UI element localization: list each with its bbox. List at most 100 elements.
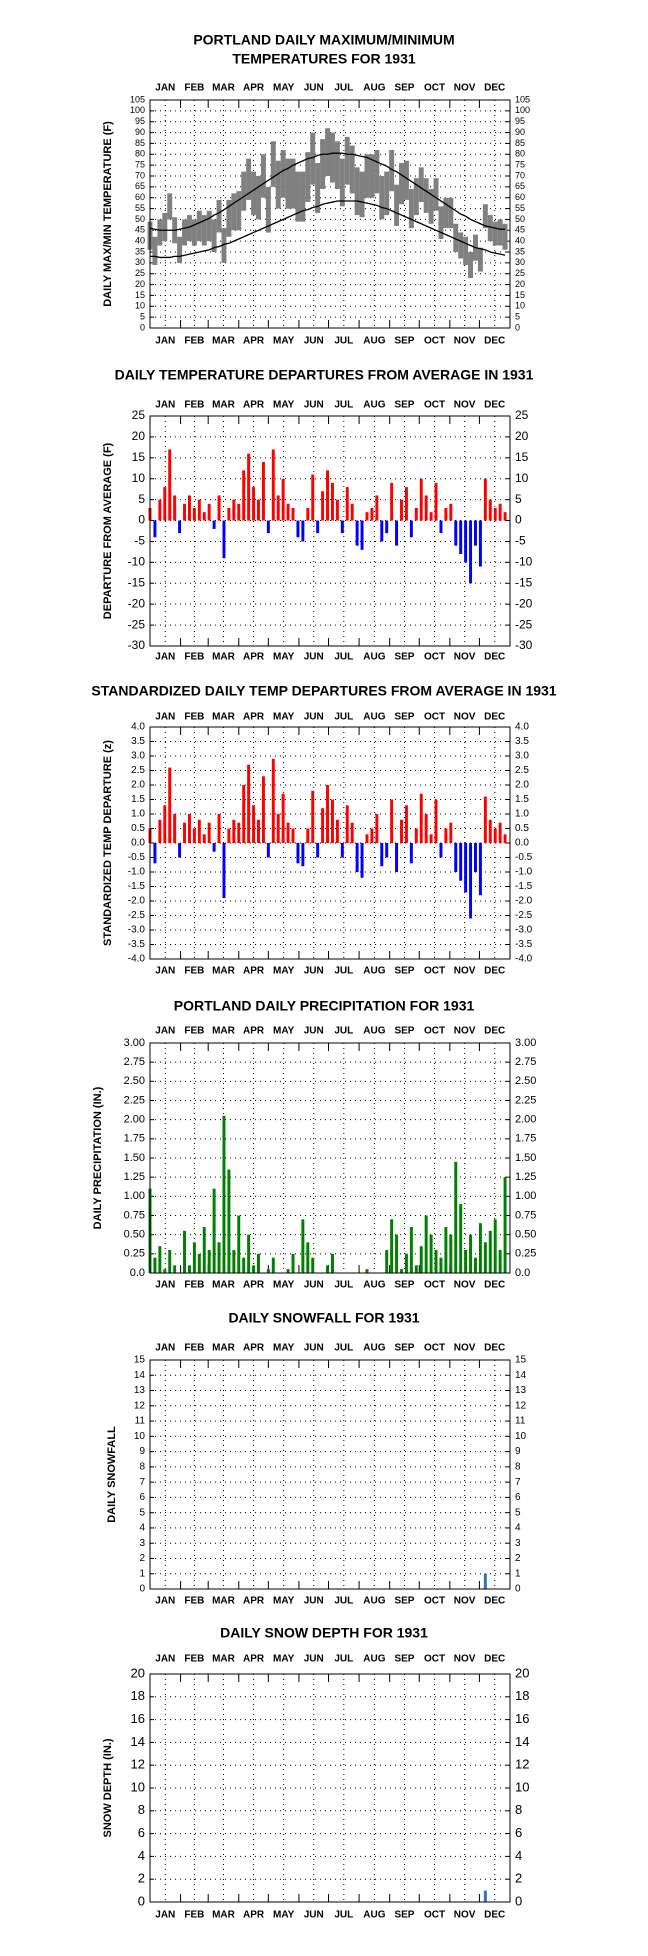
month-label: MAR — [212, 1280, 236, 1291]
bar — [192, 508, 196, 521]
bar — [434, 1250, 438, 1273]
bar — [187, 814, 191, 843]
y-tick-label: 0.75 — [124, 1209, 145, 1221]
bar — [449, 1234, 453, 1273]
bar — [350, 503, 354, 521]
bar — [400, 499, 403, 521]
bar — [454, 520, 458, 546]
month-label: JAN — [155, 1280, 175, 1291]
bar — [483, 478, 487, 521]
bar — [459, 520, 463, 554]
month-label: NOV — [454, 1654, 476, 1665]
y-tick-label-right: 6 — [515, 1825, 522, 1840]
y-tick-label: 4 — [139, 1523, 145, 1534]
y-tick-label-right: 10 — [515, 301, 525, 311]
y-tick-label-right: 1.50 — [515, 1152, 536, 1164]
bar — [424, 814, 428, 843]
month-label: JUL — [334, 652, 353, 663]
month-label: JUN — [304, 1654, 324, 1665]
month-label: JAN — [155, 400, 175, 411]
bar — [212, 1188, 216, 1273]
y-tick-label-right: 2.50 — [515, 1075, 536, 1087]
month-label: JAN — [155, 1596, 175, 1607]
y-tick-label: 90 — [135, 127, 145, 137]
y-tick-label: 0 — [140, 322, 145, 332]
y-tick-label: 2.5 — [131, 765, 145, 776]
y-tick-label: 11 — [135, 1416, 146, 1427]
bar — [237, 1215, 241, 1273]
bar — [503, 512, 507, 521]
bar — [158, 499, 162, 521]
bar — [252, 487, 256, 521]
bar — [488, 819, 492, 843]
y-tick-label-right: -3.0 — [515, 925, 533, 936]
bar — [365, 512, 369, 521]
month-label: MAR — [212, 1026, 236, 1037]
bar — [390, 1219, 394, 1273]
y-tick-label-right: 4 — [515, 1848, 522, 1863]
bar — [488, 499, 492, 521]
bar — [266, 843, 270, 858]
bar — [404, 805, 408, 843]
chart-title: STANDARDIZED DAILY TEMP DEPARTURES FROM … — [91, 683, 556, 699]
month-label: JAN — [155, 1910, 175, 1921]
y-tick-label-right: 60 — [515, 192, 525, 202]
y-tick-label: 8 — [139, 1462, 145, 1473]
month-label: SEP — [394, 336, 414, 347]
month-label: MAY — [273, 712, 295, 723]
month-label: JUN — [304, 1280, 324, 1291]
y-tick-label: -1.5 — [128, 881, 146, 892]
plot-frame — [149, 1673, 511, 1903]
y-tick-label-right: -2.5 — [515, 910, 533, 921]
month-label: AUG — [363, 1596, 385, 1607]
bar — [271, 449, 275, 521]
y-tick-label: 70 — [135, 170, 145, 180]
bar — [414, 1265, 418, 1273]
y-tick-label-right: -4.0 — [515, 954, 533, 965]
bar — [286, 822, 290, 843]
month-label: MAR — [212, 1596, 236, 1607]
month-label: OCT — [424, 1910, 445, 1921]
y-tick-label-right: 100 — [515, 105, 530, 115]
bar — [291, 1253, 295, 1273]
bar — [311, 790, 315, 843]
y-tick-label: 6 — [139, 1492, 145, 1503]
bar — [434, 799, 438, 843]
bar — [183, 1230, 186, 1273]
bar — [187, 1265, 191, 1273]
y-tick-label: 2.00 — [124, 1114, 145, 1126]
normal-line — [150, 200, 506, 259]
y-axis-label: DEPARTURE FROM AVERAGE (F) — [102, 442, 114, 619]
month-label: APR — [243, 83, 265, 94]
y-tick-label: 1.25 — [124, 1171, 145, 1183]
bar — [222, 843, 226, 899]
month-label: JAN — [155, 966, 175, 977]
month-label: SEP — [394, 966, 414, 977]
bar — [178, 843, 182, 858]
month-label: MAY — [273, 966, 295, 977]
bar — [375, 814, 379, 843]
bar — [227, 828, 231, 843]
month-label: NOV — [454, 1596, 476, 1607]
y-tick-label: 55 — [135, 203, 145, 213]
bar — [449, 503, 453, 521]
bar — [311, 1257, 315, 1273]
bar — [390, 799, 394, 843]
y-tick-label-right: 30 — [515, 257, 525, 267]
month-label: SEP — [394, 1343, 414, 1354]
y-tick-label-right: 20 — [515, 1665, 529, 1680]
month-label: APR — [243, 1654, 265, 1665]
bar — [439, 1257, 443, 1273]
y-tick-label: 1 — [139, 1568, 145, 1579]
month-label: APR — [243, 712, 265, 723]
month-label: AUG — [363, 966, 385, 977]
y-tick-label-right: 2 — [515, 1871, 522, 1886]
month-label: OCT — [424, 1343, 445, 1354]
month-label: AUG — [363, 400, 385, 411]
y-tick-label-right: 6 — [515, 1492, 521, 1503]
y-tick-label-right: 5 — [515, 1507, 521, 1518]
bar — [266, 1269, 270, 1273]
y-tick-label-right: 85 — [515, 138, 525, 148]
y-tick-label-right: -0.5 — [515, 852, 533, 863]
month-label: JAN — [155, 1343, 175, 1354]
